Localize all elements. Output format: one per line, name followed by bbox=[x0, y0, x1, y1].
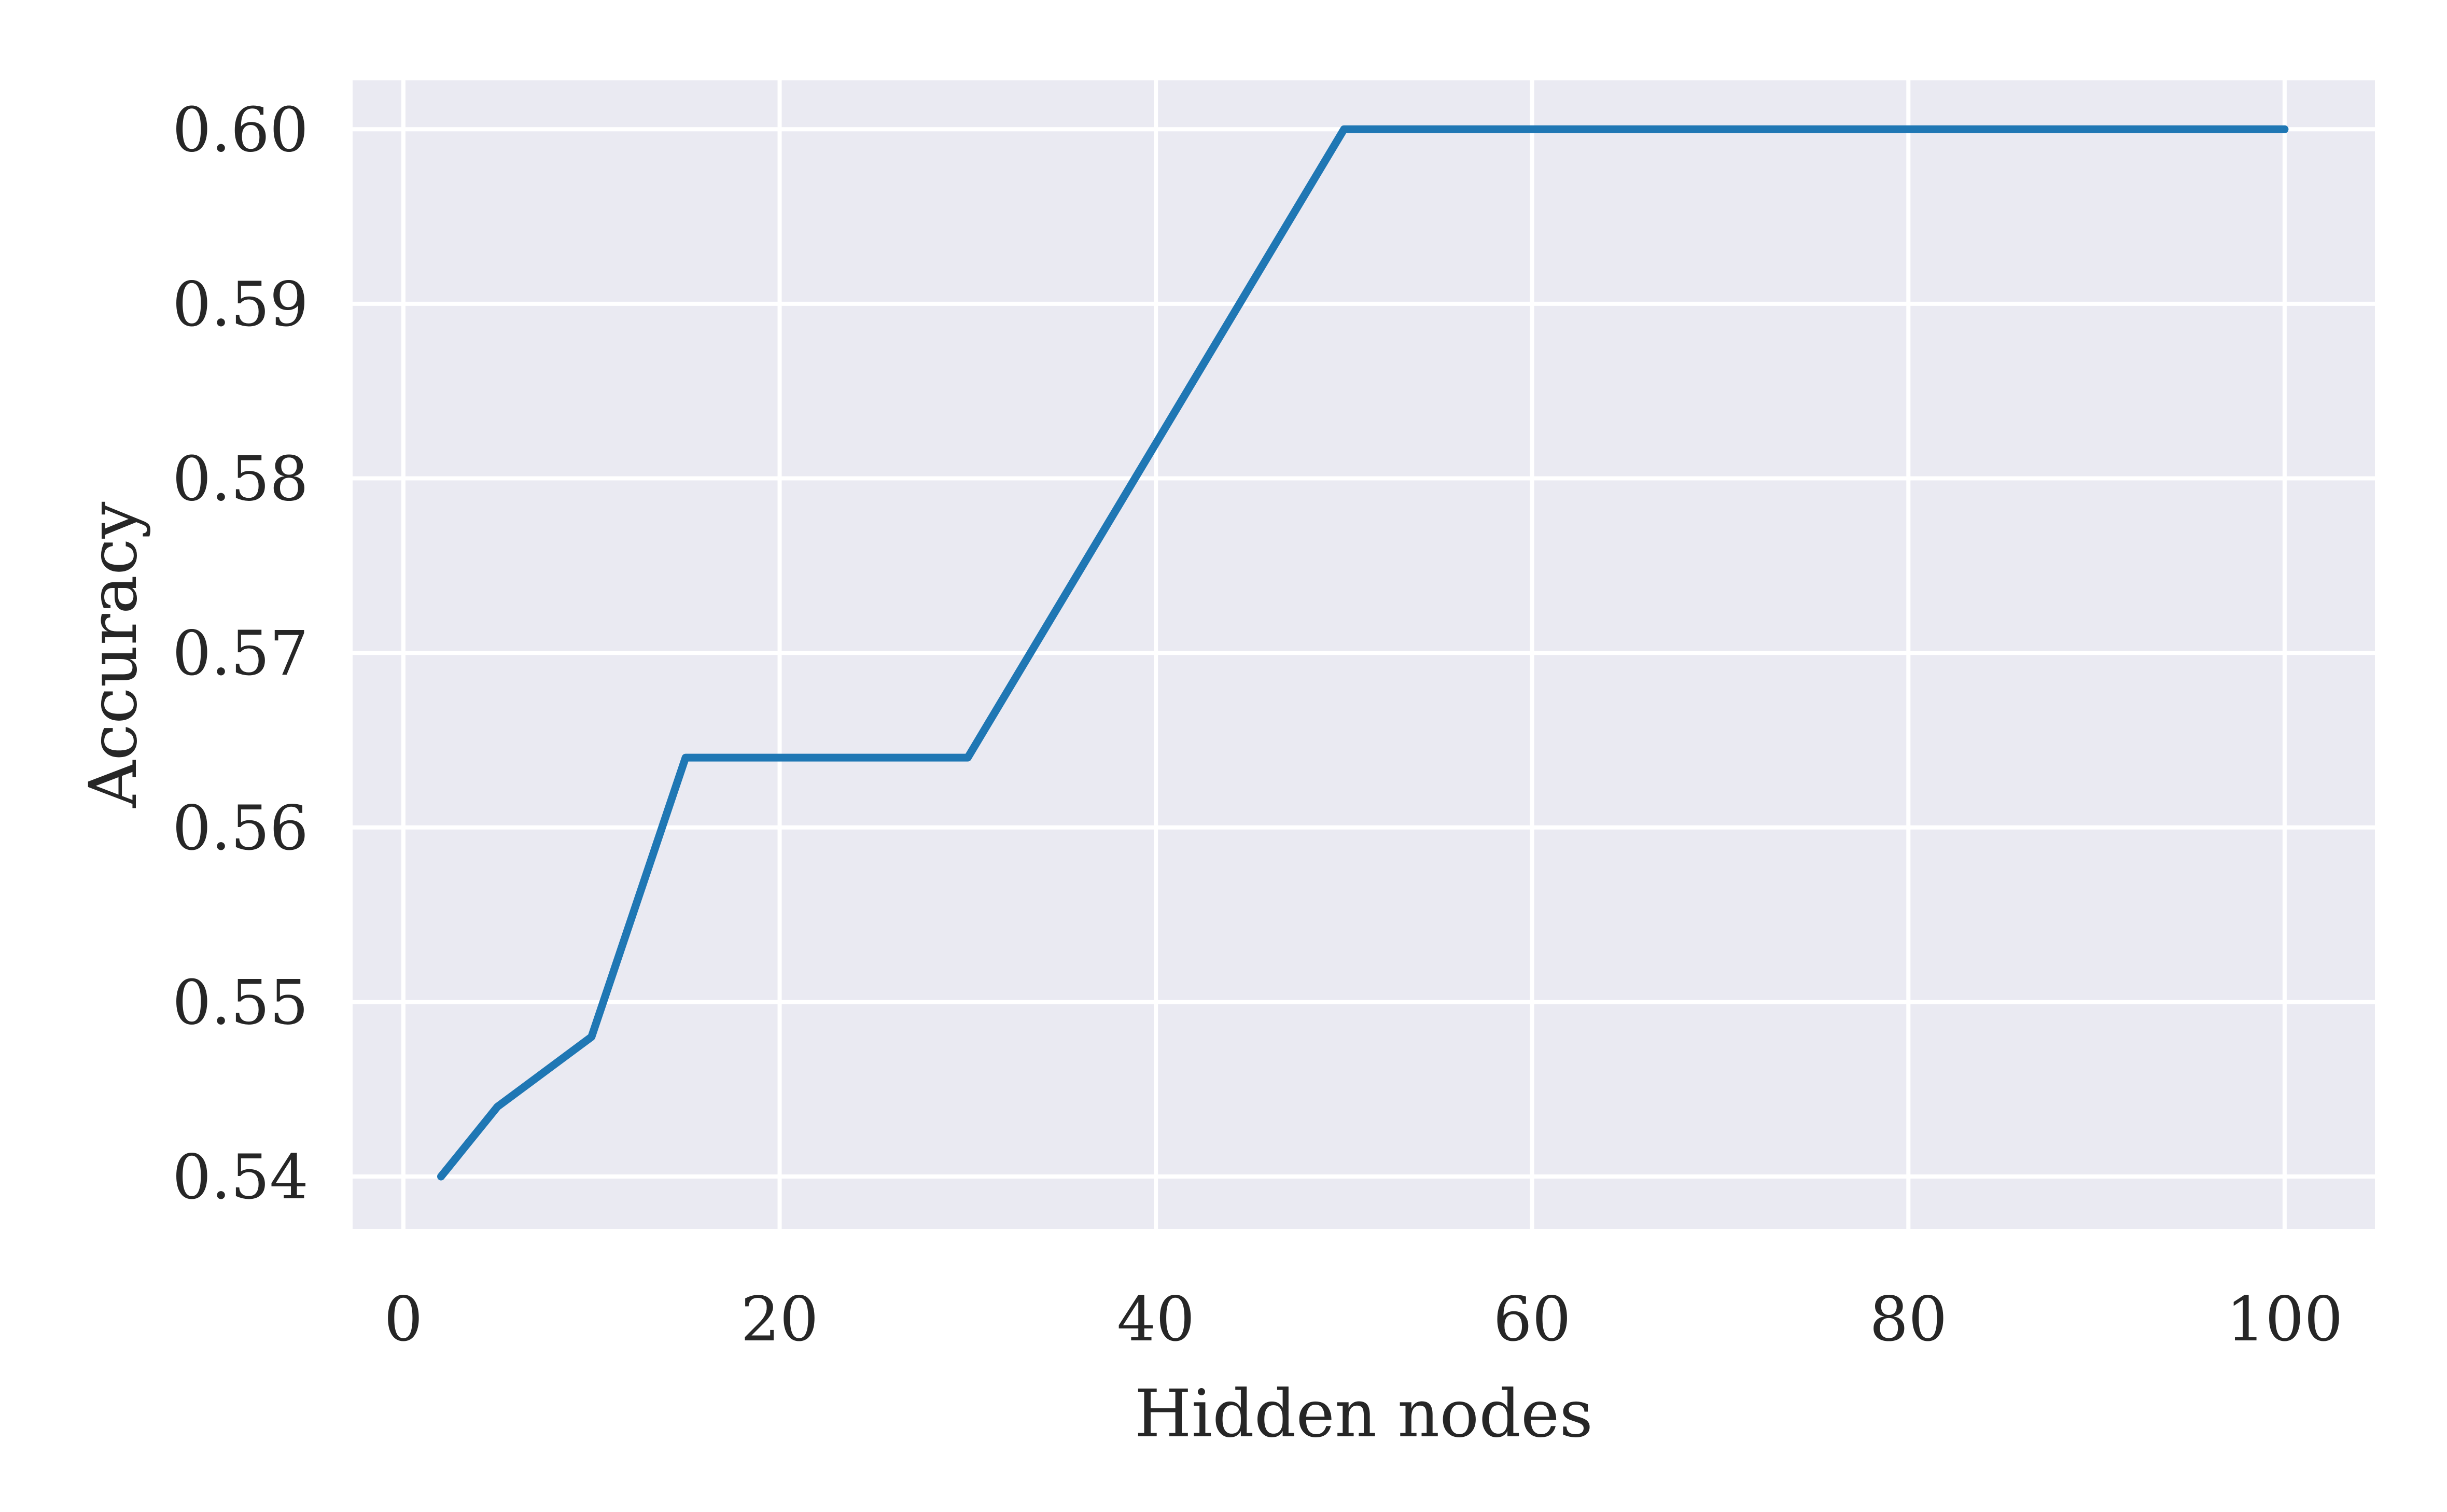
x-tick-label: 80 bbox=[1869, 1283, 1947, 1355]
y-axis-ticks: 0.54 0.55 0.56 0.57 0.58 0.59 0.60 bbox=[172, 94, 309, 1213]
y-tick-label: 0.55 bbox=[172, 967, 309, 1038]
y-tick-label: 0.60 bbox=[172, 94, 309, 165]
x-tick-label: 20 bbox=[740, 1283, 818, 1355]
grid bbox=[353, 80, 2375, 1229]
y-tick-label: 0.58 bbox=[172, 443, 309, 515]
y-tick-label: 0.54 bbox=[172, 1141, 309, 1213]
y-axis-label: Accuracy bbox=[75, 501, 151, 808]
x-tick-label: 40 bbox=[1117, 1283, 1195, 1355]
series-line bbox=[437, 125, 2289, 1181]
x-tick-label: 60 bbox=[1493, 1283, 1571, 1355]
x-tick-label: 0 bbox=[384, 1283, 423, 1355]
x-axis-label: Hidden nodes bbox=[1135, 1376, 1593, 1452]
x-axis-ticks: 0 20 40 60 80 100 bbox=[384, 1283, 2343, 1355]
x-tick-label: 100 bbox=[2226, 1283, 2343, 1355]
y-tick-label: 0.59 bbox=[172, 269, 309, 340]
y-tick-label: 0.57 bbox=[172, 618, 309, 689]
y-tick-label: 0.56 bbox=[172, 792, 309, 864]
series-layer bbox=[437, 125, 2289, 1181]
